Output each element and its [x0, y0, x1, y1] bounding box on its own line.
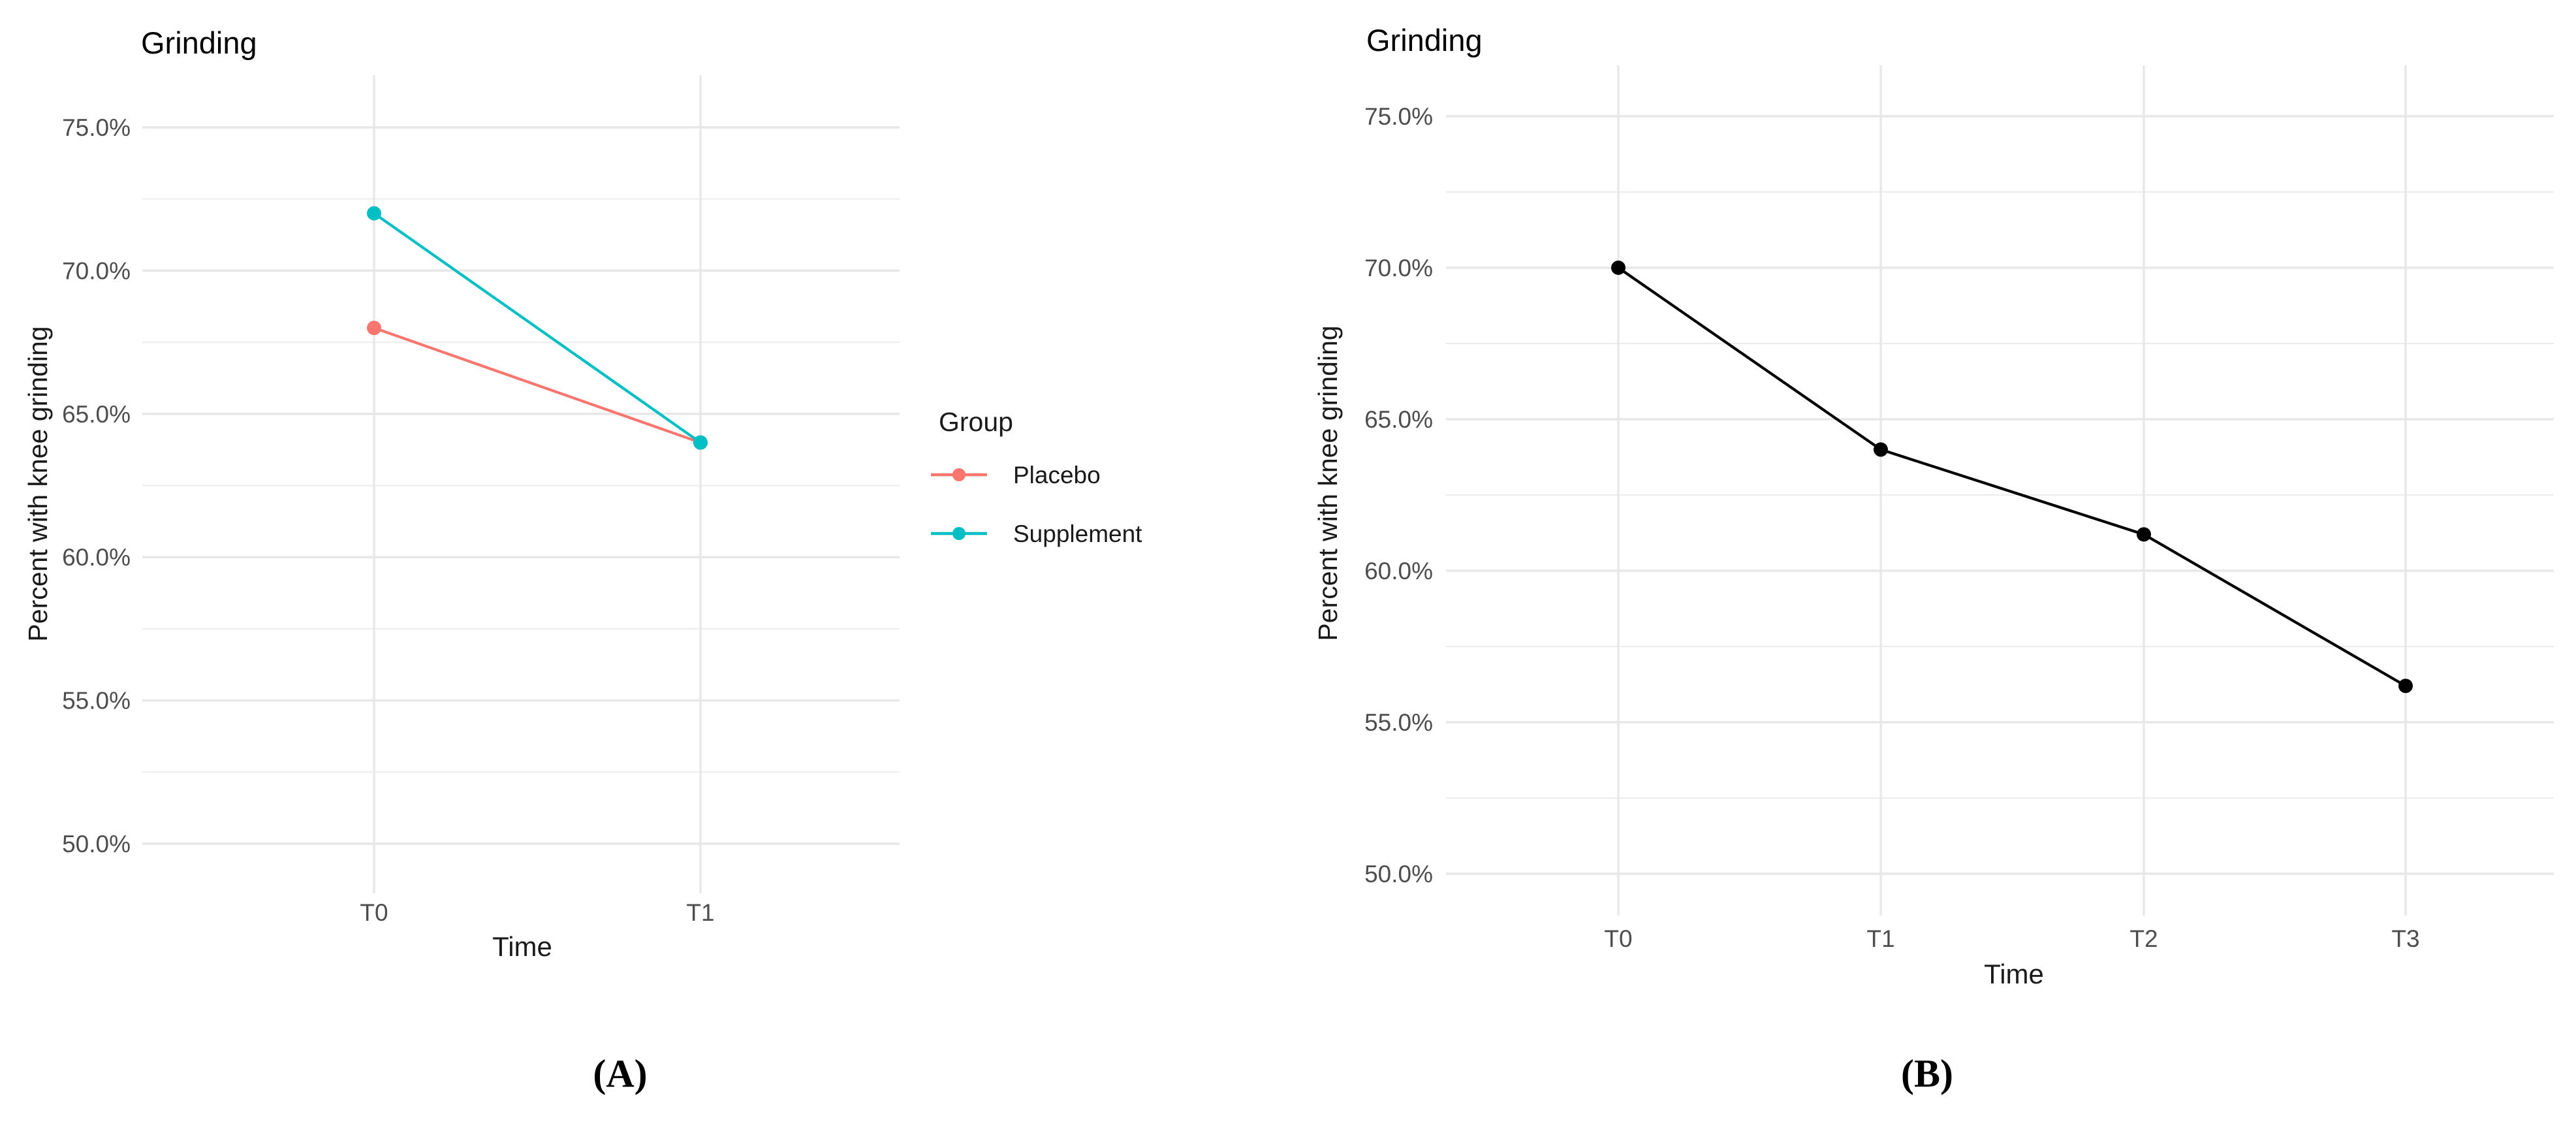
y-gridlines-major: 75.0% 70.0% 65.0% 60.0% 55.0% 50.0% [62, 114, 900, 857]
data-point [1874, 442, 1888, 457]
series-supplement [367, 206, 708, 450]
y-gridlines-minor [1446, 191, 2554, 799]
panel-b-chart: 75.0% 70.0% 65.0% 60.0% 55.0% 50.0% T0 T1 T2 T3 Gr… [1313, 23, 2554, 989]
x-tick-label: T2 [2129, 925, 2158, 952]
data-point [1611, 261, 1626, 275]
x-tick-label: T1 [1866, 925, 1894, 952]
y-tick-label: 55.0% [1364, 709, 1433, 736]
panel-a-caption: (A) [593, 1052, 648, 1095]
legend-title: Group [939, 407, 1013, 437]
series-line [1617, 266, 2407, 688]
series-0 [1611, 261, 2413, 694]
x-tick-label: T3 [2391, 925, 2419, 952]
x-gridlines: T0 T1 [360, 75, 715, 926]
data-point [367, 206, 381, 221]
chart-title: Grinding [1366, 23, 1483, 57]
legend-key-dot [952, 527, 966, 540]
y-tick-label: 65.0% [62, 401, 131, 428]
y-tick-label: 55.0% [62, 688, 131, 714]
y-tick-label: 50.0% [62, 831, 131, 857]
y-tick-label: 60.0% [62, 544, 131, 571]
panel-a-chart: 75.0% 70.0% 65.0% 60.0% 55.0% 50.0% T0 T1 Grindi… [23, 25, 1142, 962]
y-tick-label: 65.0% [1364, 406, 1433, 433]
data-point [693, 435, 708, 450]
series-placebo [367, 321, 708, 450]
y-tick-label: 70.0% [62, 257, 131, 284]
y-gridlines-minor [142, 198, 900, 773]
x-axis-title: Time [1984, 959, 2044, 989]
data-point [2137, 527, 2151, 542]
y-tick-label: 50.0% [1364, 861, 1433, 887]
x-axis-title: Time [492, 931, 552, 962]
legend-label: Placebo [1013, 462, 1101, 488]
y-tick-label: 75.0% [62, 114, 131, 141]
chart-title: Grinding [141, 25, 257, 60]
data-point [2398, 678, 2413, 694]
series-line [373, 327, 701, 444]
y-tick-label: 75.0% [1364, 103, 1433, 130]
x-tick-label: T0 [1604, 925, 1632, 952]
legend-key-dot [952, 468, 966, 481]
x-tick-label: T0 [360, 899, 388, 926]
y-gridlines-major: 75.0% 70.0% 65.0% 60.0% 55.0% 50.0% [1364, 103, 2554, 887]
series-line [373, 212, 702, 444]
y-axis-title: Percent with knee grinding [23, 326, 53, 641]
legend-label: Supplement [1013, 520, 1142, 547]
y-tick-label: 60.0% [1364, 558, 1433, 584]
x-gridlines: T0 T1 T2 T3 [1604, 65, 2420, 952]
y-tick-label: 70.0% [1364, 255, 1433, 281]
data-point [367, 321, 381, 336]
y-axis-title: Percent with knee grinding [1313, 325, 1343, 641]
x-tick-label: T1 [686, 899, 714, 926]
panel-b-caption: (B) [1901, 1052, 1953, 1095]
